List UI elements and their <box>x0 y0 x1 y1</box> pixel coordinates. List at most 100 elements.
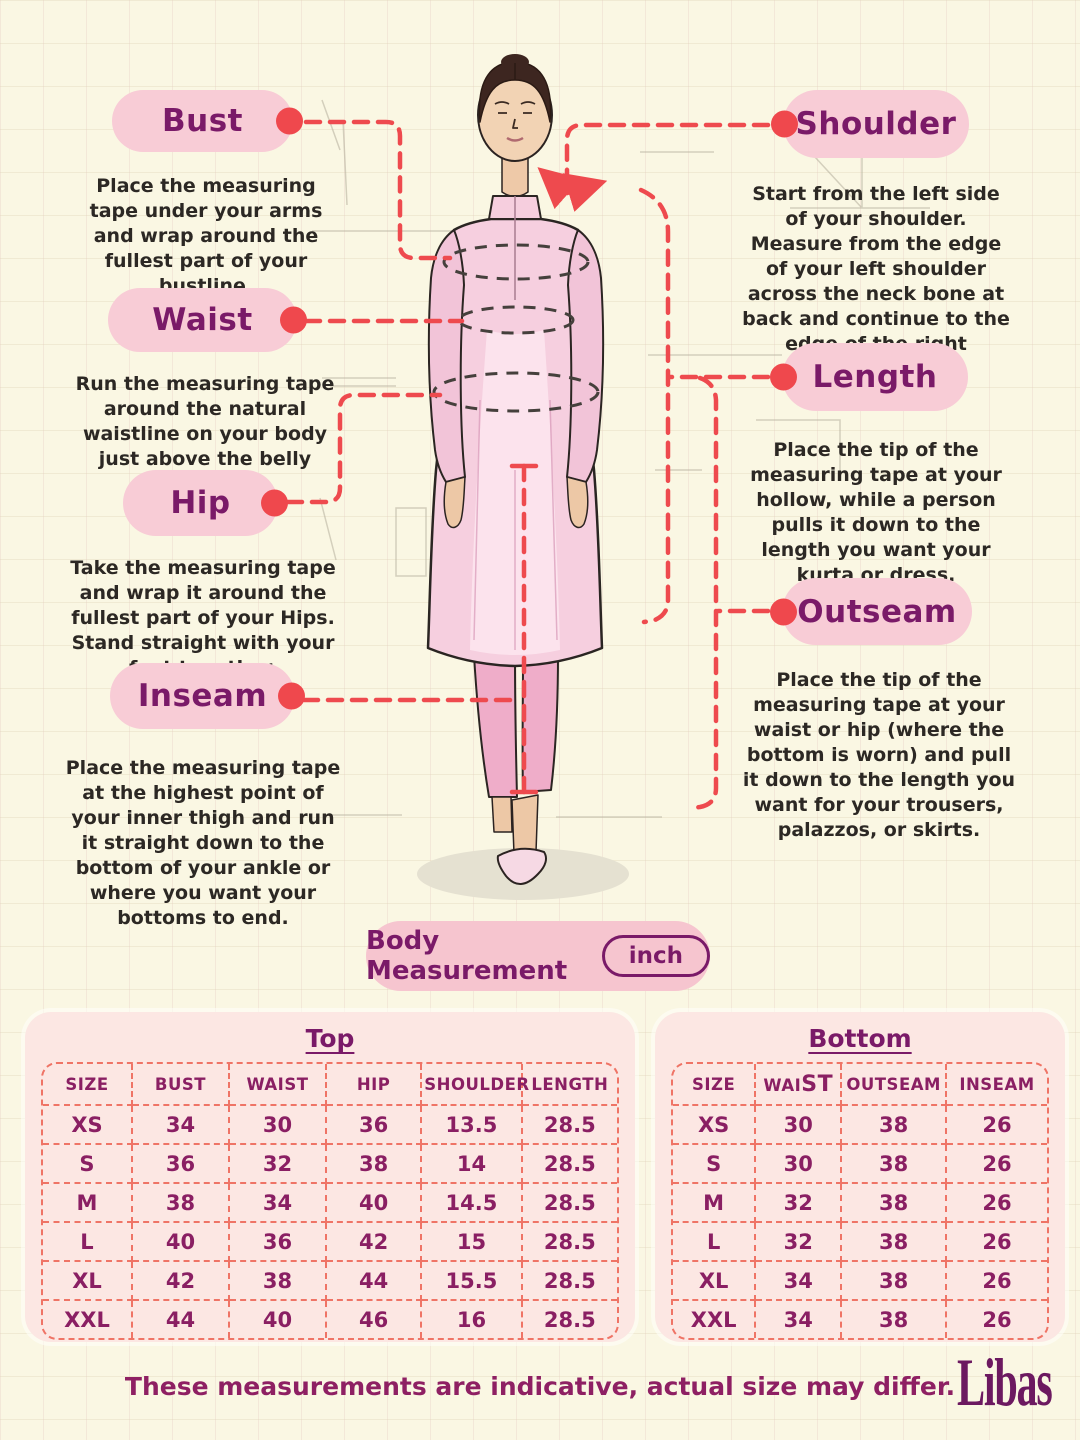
length-connector-dot <box>770 363 797 391</box>
table-cell: 38 <box>841 1261 947 1301</box>
table-cell: 26 <box>946 1222 1047 1262</box>
callout-bust-description: Place the measuring tape under your arms… <box>89 175 323 298</box>
unit-toggle-inch[interactable]: inch <box>601 935 710 977</box>
table-cell: 28.5 <box>543 1307 596 1332</box>
table-cell: 28.5 <box>521 1183 617 1223</box>
table-cell: 28.5 <box>521 1105 617 1145</box>
model-figure <box>426 54 605 885</box>
top-table-title: Top <box>305 1024 355 1053</box>
table-cell: 34 <box>755 1261 843 1301</box>
hip-connector-dot <box>261 489 288 517</box>
table-cell: XS <box>43 1105 133 1145</box>
column-header: WAIST <box>755 1064 843 1106</box>
callout-shoulder-description: Start from the left side of your shoulde… <box>742 183 1010 381</box>
callout-length-label: Length <box>812 359 938 395</box>
table-row: XL 42 38 44 15.5 28.5 <box>43 1261 617 1301</box>
table-cell: 38 <box>841 1222 947 1262</box>
table-cell: 38 <box>841 1183 947 1223</box>
table-cell: 14 <box>421 1144 523 1184</box>
table-cell: 14.5 <box>421 1183 523 1223</box>
table-cell: 30 <box>755 1105 843 1145</box>
table-cell: 44 <box>131 1300 230 1338</box>
table-row: L 40 36 42 15 28.5 <box>43 1222 617 1262</box>
callout-waist-description: Run the measuring tape around the natura… <box>75 373 335 495</box>
callout-shoulder: Shoulder <box>771 90 969 158</box>
table-cell: 30 <box>228 1105 327 1145</box>
table-cell: 26 <box>946 1261 1047 1301</box>
column-header: SHOULDER <box>421 1064 529 1106</box>
callout-inseam-label: Inseam <box>137 678 268 714</box>
bust-guide-ellipse <box>442 243 590 281</box>
callout-hip: Hip <box>123 470 288 536</box>
table-cell: XL <box>673 1261 757 1301</box>
table-cell: 40 <box>228 1300 327 1338</box>
body-measurement-label: Body Measurement <box>366 926 568 986</box>
column-header: BUST <box>131 1064 230 1106</box>
table-cell: M <box>673 1183 757 1223</box>
table-header-row: SIZE BUST WAIST HIP SHOULDER LENGTH <box>43 1064 617 1106</box>
bust-connector-dot <box>276 107 303 135</box>
table-row: XXL 34 38 26 <box>673 1300 1047 1338</box>
table-cell: 15.5 <box>421 1261 523 1301</box>
table-cell: 28.5 <box>521 1261 617 1301</box>
callout-shoulder-label: Shoulder <box>795 106 957 142</box>
table-cell: 38 <box>841 1300 947 1338</box>
table-cell: 34 <box>228 1183 327 1223</box>
table-cell: 28.5 <box>521 1144 617 1184</box>
waist-connector-dot <box>280 306 307 334</box>
bottom-size-table: SIZE WAIST OUTSEAM INSEAM XS 30 38 26 S … <box>673 1064 1047 1338</box>
floor-shadow <box>417 848 629 900</box>
table-cell: 40 <box>131 1222 230 1262</box>
body-measurement-badge: Body Measurement inch <box>366 921 710 991</box>
waist-guide-ellipse <box>457 305 575 335</box>
table-cell: 15 <box>421 1222 523 1262</box>
column-header: SIZE <box>43 1064 133 1106</box>
callout-waist-label: Waist <box>152 302 253 338</box>
table-cell: XS <box>673 1105 757 1145</box>
top-size-panel: Top SIZE BUST WAIST HIP SHOULDER LENGTH … <box>25 1012 635 1342</box>
column-header: WAIST <box>228 1064 327 1106</box>
callout-inseam-description: Place the measuring tape at the highest … <box>65 757 341 930</box>
table-row: XXL 44 40 46 16 28.5 <box>43 1300 617 1338</box>
callout-connectors <box>285 119 771 811</box>
table-row: S 36 32 38 14 28.5 <box>43 1144 617 1184</box>
table-cell: 36 <box>131 1144 230 1184</box>
callout-inseam: Inseam <box>110 663 305 729</box>
callout-outseam: Outseam <box>770 578 972 645</box>
callout-length: Length <box>770 343 968 411</box>
column-header: SIZE <box>673 1064 757 1106</box>
table-cell: 36 <box>228 1222 327 1262</box>
table-header-row: SIZE WAIST OUTSEAM INSEAM <box>673 1064 1047 1106</box>
bottom-size-panel: Bottom SIZE WAIST OUTSEAM INSEAM XS 30 3… <box>655 1012 1065 1342</box>
table-cell: 44 <box>325 1261 423 1301</box>
table-cell: L <box>673 1222 757 1262</box>
table-cell: XL <box>43 1261 133 1301</box>
table-cell: 34 <box>755 1300 843 1338</box>
measure-guide-ellipses <box>432 243 600 413</box>
callout-waist: Waist <box>108 288 307 352</box>
table-cell: 32 <box>755 1183 843 1223</box>
table-row: XS 30 38 26 <box>673 1105 1047 1145</box>
table-cell: 42 <box>325 1222 423 1262</box>
table-cell: XXL <box>673 1300 757 1338</box>
disclaimer-note: These measurements are indicative, actua… <box>124 1372 956 1401</box>
column-header: OUTSEAM <box>841 1064 947 1106</box>
callout-hip-description: Take the measuring tape and wrap it arou… <box>70 557 336 679</box>
table-row: S 30 38 26 <box>673 1144 1047 1184</box>
table-row: L 32 38 26 <box>673 1222 1047 1262</box>
table-row: XS 34 30 36 13.5 28.5 <box>43 1105 617 1145</box>
inseam-connector-dot <box>278 682 305 710</box>
table-cell: 32 <box>228 1144 327 1184</box>
table-cell: 46 <box>325 1300 423 1338</box>
table-cell: 42 <box>131 1261 230 1301</box>
table-cell: 26 <box>982 1307 1012 1332</box>
callout-outseam-label: Outseam <box>797 593 957 630</box>
table-cell: XXL <box>43 1300 133 1338</box>
callout-length-description: Place the tip of the measuring tape at y… <box>750 439 1002 587</box>
callout-outseam-description: Place the tip of the measuring tape at y… <box>742 669 1016 842</box>
length-measure-line <box>638 187 671 625</box>
table-cell: M <box>43 1183 133 1223</box>
callout-bust-label: Bust <box>162 103 243 139</box>
table-cell: 26 <box>946 1144 1047 1184</box>
